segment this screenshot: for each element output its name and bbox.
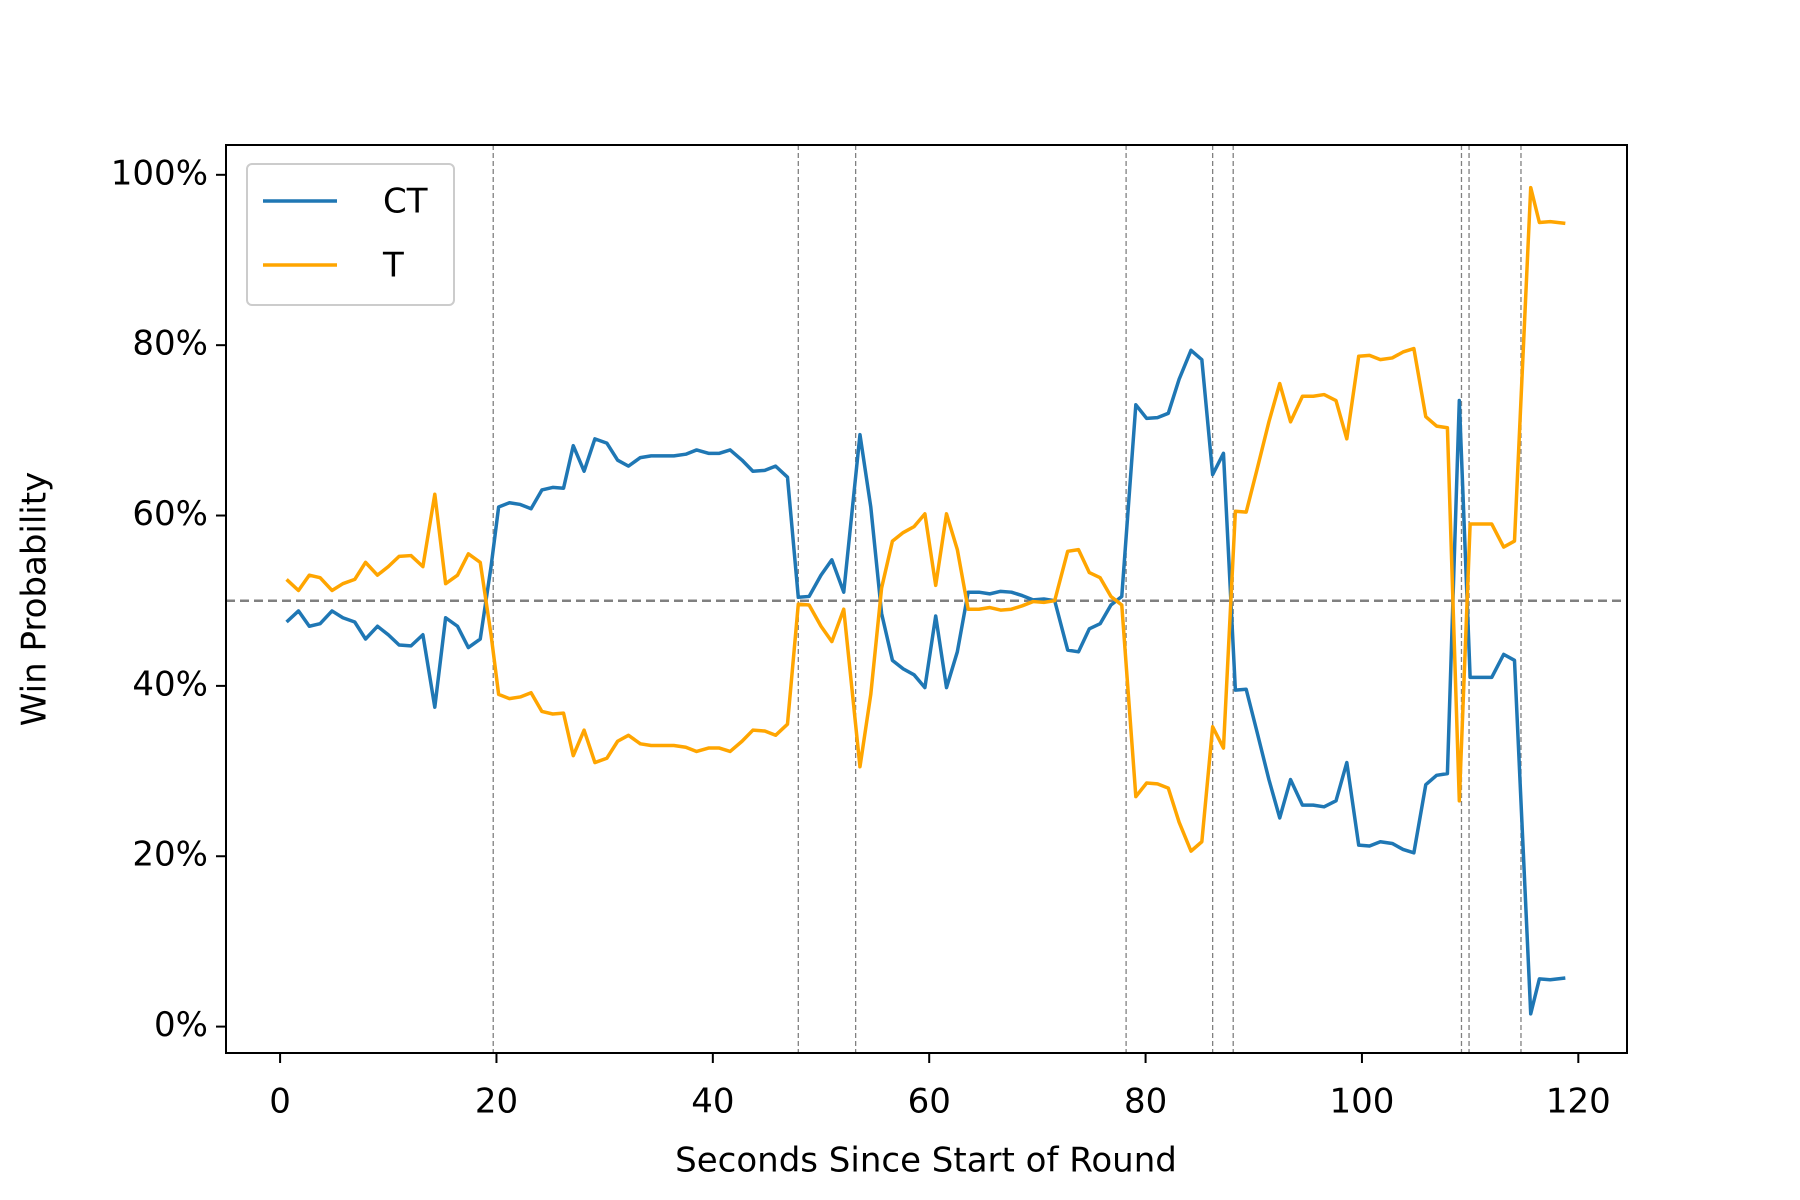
x-tick-label: 60 bbox=[908, 1082, 951, 1122]
legend-label: CT bbox=[383, 182, 428, 222]
y-axis-label: Win Probability bbox=[15, 472, 55, 726]
legend-label: T bbox=[382, 246, 404, 286]
y-tick-label: 60% bbox=[132, 494, 208, 534]
x-tick-label: 100 bbox=[1329, 1082, 1394, 1122]
series-line bbox=[285, 185, 1566, 853]
x-axis-label: Seconds Since Start of Round bbox=[675, 1141, 1177, 1181]
x-tick-label: 80 bbox=[1124, 1082, 1167, 1122]
x-tick-label: 40 bbox=[691, 1082, 734, 1122]
y-tick-label: 100% bbox=[111, 153, 208, 193]
y-tick-label: 0% bbox=[154, 1005, 208, 1045]
y-tick-label: 80% bbox=[132, 324, 208, 364]
x-tick-label: 20 bbox=[475, 1082, 518, 1122]
x-tick-label: 0 bbox=[269, 1082, 291, 1122]
y-tick-label: 20% bbox=[132, 835, 208, 875]
y-tick-label: 40% bbox=[132, 664, 208, 704]
plot-frame bbox=[225, 144, 1628, 1054]
series-line bbox=[285, 348, 1566, 1016]
x-tick-label: 120 bbox=[1546, 1082, 1611, 1122]
